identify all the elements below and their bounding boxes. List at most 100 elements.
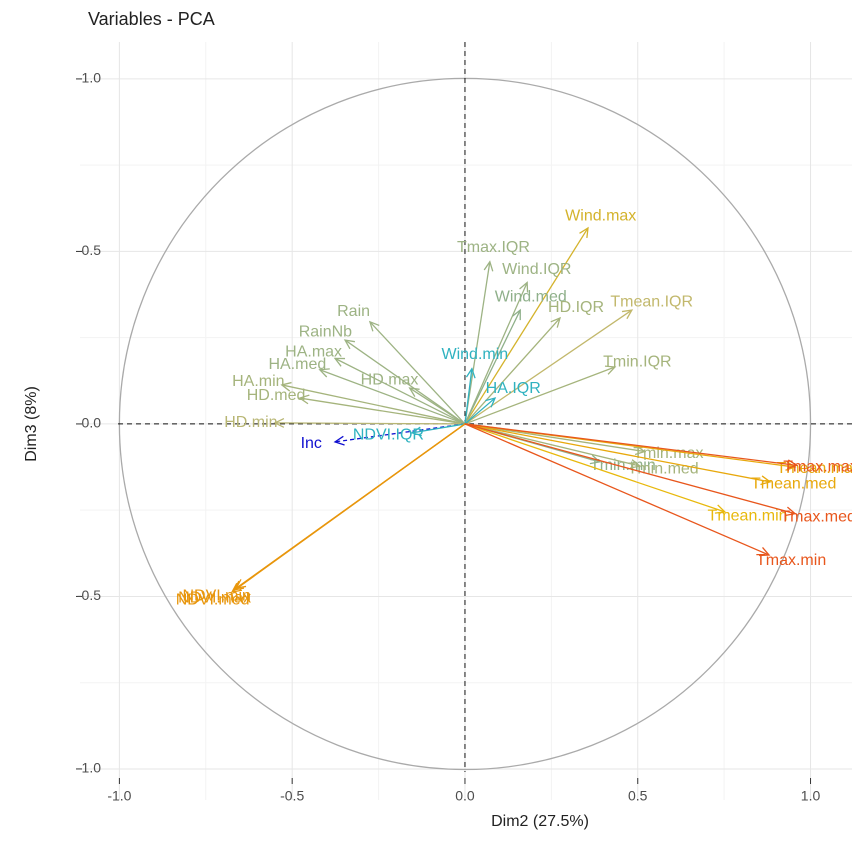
y-tick-label: -0.5 — [77, 587, 101, 603]
variable-label: HA.max — [285, 343, 342, 360]
variable-label: HA.min — [232, 373, 284, 390]
variable-label: Tmean.IQR — [610, 293, 693, 310]
arrow-head — [234, 579, 247, 590]
variable-arrow — [333, 423, 466, 446]
arrow-shaft — [464, 368, 473, 425]
arrow-shaft — [274, 422, 465, 425]
variable-label: Tmax.min — [756, 552, 826, 569]
arrow-head — [280, 381, 292, 392]
variable-arrow — [280, 381, 466, 425]
arrow-head — [230, 582, 243, 593]
arrow-shaft — [334, 357, 466, 425]
variable-label: NDVI.IQR — [353, 426, 424, 443]
arrow-head — [410, 426, 422, 437]
arrow-head — [714, 504, 727, 514]
x-tick-label: -1.0 — [107, 788, 131, 804]
arrow-shaft — [464, 309, 521, 425]
variable-arrow — [298, 394, 466, 425]
arrow-head — [408, 387, 420, 397]
variable-label: Wind.IQR — [502, 261, 571, 278]
arrow-shaft — [299, 397, 466, 425]
arrow-head — [485, 397, 497, 408]
chart-title: Variables - PCA — [88, 9, 215, 29]
arrow-head — [760, 475, 772, 486]
arrow-head — [604, 365, 617, 375]
arrow-head — [318, 368, 330, 378]
variable-label: Wind.max — [565, 207, 636, 224]
arrow-head — [483, 260, 494, 272]
arrow-shaft — [464, 423, 797, 466]
variable-label: HD.max — [361, 372, 419, 389]
variable-arrow — [333, 357, 466, 425]
arrow-shaft — [464, 423, 645, 453]
arrow-head — [368, 320, 380, 332]
variable-label: HD.IQR — [548, 299, 604, 316]
variable-arrow — [464, 260, 494, 425]
variable-arrow — [464, 308, 521, 425]
variable-label: Tmax.IQR — [457, 239, 530, 256]
y-tick-label: 0.5 — [82, 242, 102, 258]
variable-label: HD.med — [247, 387, 306, 404]
arrow-shaft — [464, 423, 796, 515]
arrow-head — [298, 394, 310, 405]
variable-label: RainNb — [299, 323, 352, 340]
variable-arrow — [464, 397, 497, 425]
variable-arrow — [464, 423, 642, 469]
arrow-shaft — [464, 423, 771, 483]
arrow-head — [785, 506, 797, 517]
variable-label: HA.med — [268, 356, 326, 373]
variable-arrow — [464, 309, 634, 425]
arrow-head — [629, 459, 642, 469]
arrow-shaft — [464, 317, 561, 425]
arrow-head — [579, 226, 589, 238]
x-tick-label: -0.5 — [280, 788, 304, 804]
arrow-head — [550, 316, 561, 328]
arrow-shaft — [464, 366, 616, 425]
arrow-shaft — [464, 423, 726, 513]
variable-label: NDVI.min — [182, 588, 250, 605]
variable-arrow — [464, 365, 617, 425]
y-tick-label: 1.0 — [82, 70, 102, 86]
variable-label: NDVI.med — [176, 591, 250, 608]
arrow-shaft — [464, 227, 589, 425]
variable-arrow — [464, 423, 771, 557]
arrow-shaft — [409, 387, 466, 425]
x-tick-label: 0.5 — [628, 788, 648, 804]
variable-arrow — [368, 320, 466, 425]
variable-arrow — [318, 368, 466, 425]
x-tick-label: 1.0 — [801, 788, 821, 804]
variable-arrow — [408, 387, 466, 425]
variable-arrow — [464, 316, 561, 425]
variable-arrow — [464, 423, 727, 514]
variable-arrow — [464, 423, 797, 517]
arrow-shaft — [344, 339, 466, 425]
variable-label: Inc — [301, 435, 322, 452]
variable-arrow — [273, 418, 465, 428]
y-tick-label: -1.0 — [77, 760, 101, 776]
arrow-head — [621, 309, 634, 320]
arrow-head — [589, 454, 602, 465]
arrow-head — [785, 461, 797, 471]
arrow-head — [333, 357, 346, 367]
arrow-head — [465, 367, 476, 379]
arrow-shaft — [411, 423, 466, 434]
variable-arrow — [464, 423, 647, 456]
arrow-head — [759, 547, 771, 557]
variable-label: Tmin.min — [590, 457, 656, 474]
arrow-head — [333, 435, 345, 446]
variable-arrow — [464, 423, 799, 470]
arrow-shaft — [464, 309, 633, 425]
arrow-head — [512, 308, 521, 321]
arrow-shaft — [319, 369, 466, 425]
arrow-shaft — [235, 423, 466, 589]
variable-label: Tmean.min — [708, 508, 788, 525]
arrow-shaft — [464, 397, 496, 425]
variable-label: Tmin.IQR — [603, 353, 671, 370]
arrow-shaft — [334, 423, 466, 443]
arrow-shaft — [464, 282, 528, 425]
variable-arrow — [464, 367, 476, 425]
variable-label: Tmax.max — [783, 458, 852, 475]
variable-label: Tmin.med — [628, 461, 699, 478]
arrow-head — [634, 445, 647, 456]
